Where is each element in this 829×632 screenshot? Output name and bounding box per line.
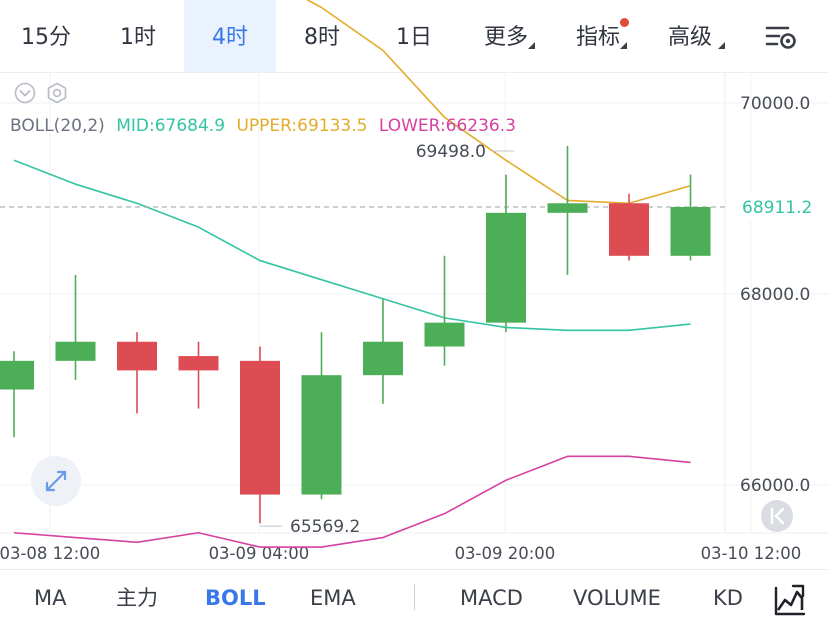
dropdown-caret-icon xyxy=(718,42,725,49)
current-price-badge-bg xyxy=(729,192,829,221)
indicator-tab-main-force[interactable]: 主力 xyxy=(116,586,158,610)
expand-arrows-icon xyxy=(45,470,67,492)
dropdown-caret-icon xyxy=(528,42,535,49)
candle-body-up[interactable] xyxy=(547,203,588,213)
candle-body-up[interactable] xyxy=(55,341,96,361)
dropdown-caret-icon xyxy=(620,42,627,49)
advanced-dropdown[interactable]: 高级 xyxy=(644,0,736,72)
indicator-divider xyxy=(414,584,415,610)
boll-mid-value: MID:67684.9 xyxy=(116,116,226,136)
candle-body-up[interactable] xyxy=(670,206,711,256)
low-price-annotation: 65569.2 xyxy=(290,517,360,537)
x-tick-label: 03-08 12:00 xyxy=(0,544,100,563)
boll-legend: BOLL(20,2) MID:67684.9 UPPER:69133.5 LOW… xyxy=(10,116,522,136)
x-tick-label: 03-10 12:00 xyxy=(701,544,802,563)
candle-body-down[interactable] xyxy=(609,203,649,256)
indicators-dropdown[interactable]: 指标 xyxy=(552,0,644,72)
candle-body-up[interactable] xyxy=(363,341,403,376)
boll-upper-line xyxy=(306,0,691,205)
x-tick-label: 03-09 20:00 xyxy=(455,544,556,563)
candle-body-up[interactable] xyxy=(0,360,34,390)
candle-body-down[interactable] xyxy=(240,360,280,495)
candle-body-down[interactable] xyxy=(117,341,157,371)
candle-body-up[interactable] xyxy=(301,375,342,495)
indicator-tab-bar: MA 主力 BOLL EMA MACD VOLUME KD xyxy=(0,569,829,632)
indicator-tab-kd[interactable]: KD xyxy=(713,586,743,610)
boll-lower-value: LOWER:66236.3 xyxy=(378,116,516,136)
high-price-annotation: 69498.0 xyxy=(416,142,486,162)
boll-lower-line xyxy=(13,455,691,548)
timeframe-bar: 15分 1时 4时 8时 1日 更多 指标 高级 xyxy=(0,0,829,73)
candle-body-up[interactable] xyxy=(424,322,465,347)
timeframe-4h[interactable]: 4时 xyxy=(184,0,276,72)
more-timeframes-dropdown[interactable]: 更多 xyxy=(460,0,552,72)
chevron-down-circle-icon[interactable] xyxy=(14,82,36,104)
y-tick-label: 68000.0 xyxy=(740,285,810,305)
boll-mid-line xyxy=(13,159,691,332)
timeframe-1d[interactable]: 1日 xyxy=(396,25,432,50)
indicator-tab-ema[interactable]: EMA xyxy=(310,586,356,610)
indicator-tab-macd[interactable]: MACD xyxy=(460,586,523,610)
boll-indicator-name: BOLL(20,2) xyxy=(10,116,105,136)
timeframe-1h[interactable]: 1时 xyxy=(120,25,156,50)
indicator-tab-boll[interactable]: BOLL xyxy=(205,586,266,610)
indicator-tab-volume[interactable]: VOLUME xyxy=(573,586,661,610)
y-tick-label: 70000.0 xyxy=(740,94,810,114)
hexagon-gear-icon[interactable] xyxy=(46,82,68,104)
indicator-tab-ma[interactable]: MA xyxy=(34,586,67,610)
candle-body-up[interactable] xyxy=(486,212,526,323)
x-tick-label: 03-09 04:00 xyxy=(209,544,310,563)
current-price-label: 68911.2 xyxy=(742,198,812,218)
candle-body-down[interactable] xyxy=(178,356,219,371)
chart-settings-gear-icon[interactable] xyxy=(764,22,798,52)
notification-dot-icon xyxy=(620,18,629,27)
timeframe-15m[interactable]: 15分 xyxy=(21,25,71,50)
timeframe-8h[interactable]: 8时 xyxy=(304,25,340,50)
boll-upper-value: UPPER:69133.5 xyxy=(236,116,368,136)
y-tick-label: 66000.0 xyxy=(740,476,810,496)
drawing-tool-icon[interactable] xyxy=(772,582,808,618)
skip-to-latest-icon xyxy=(770,507,785,525)
